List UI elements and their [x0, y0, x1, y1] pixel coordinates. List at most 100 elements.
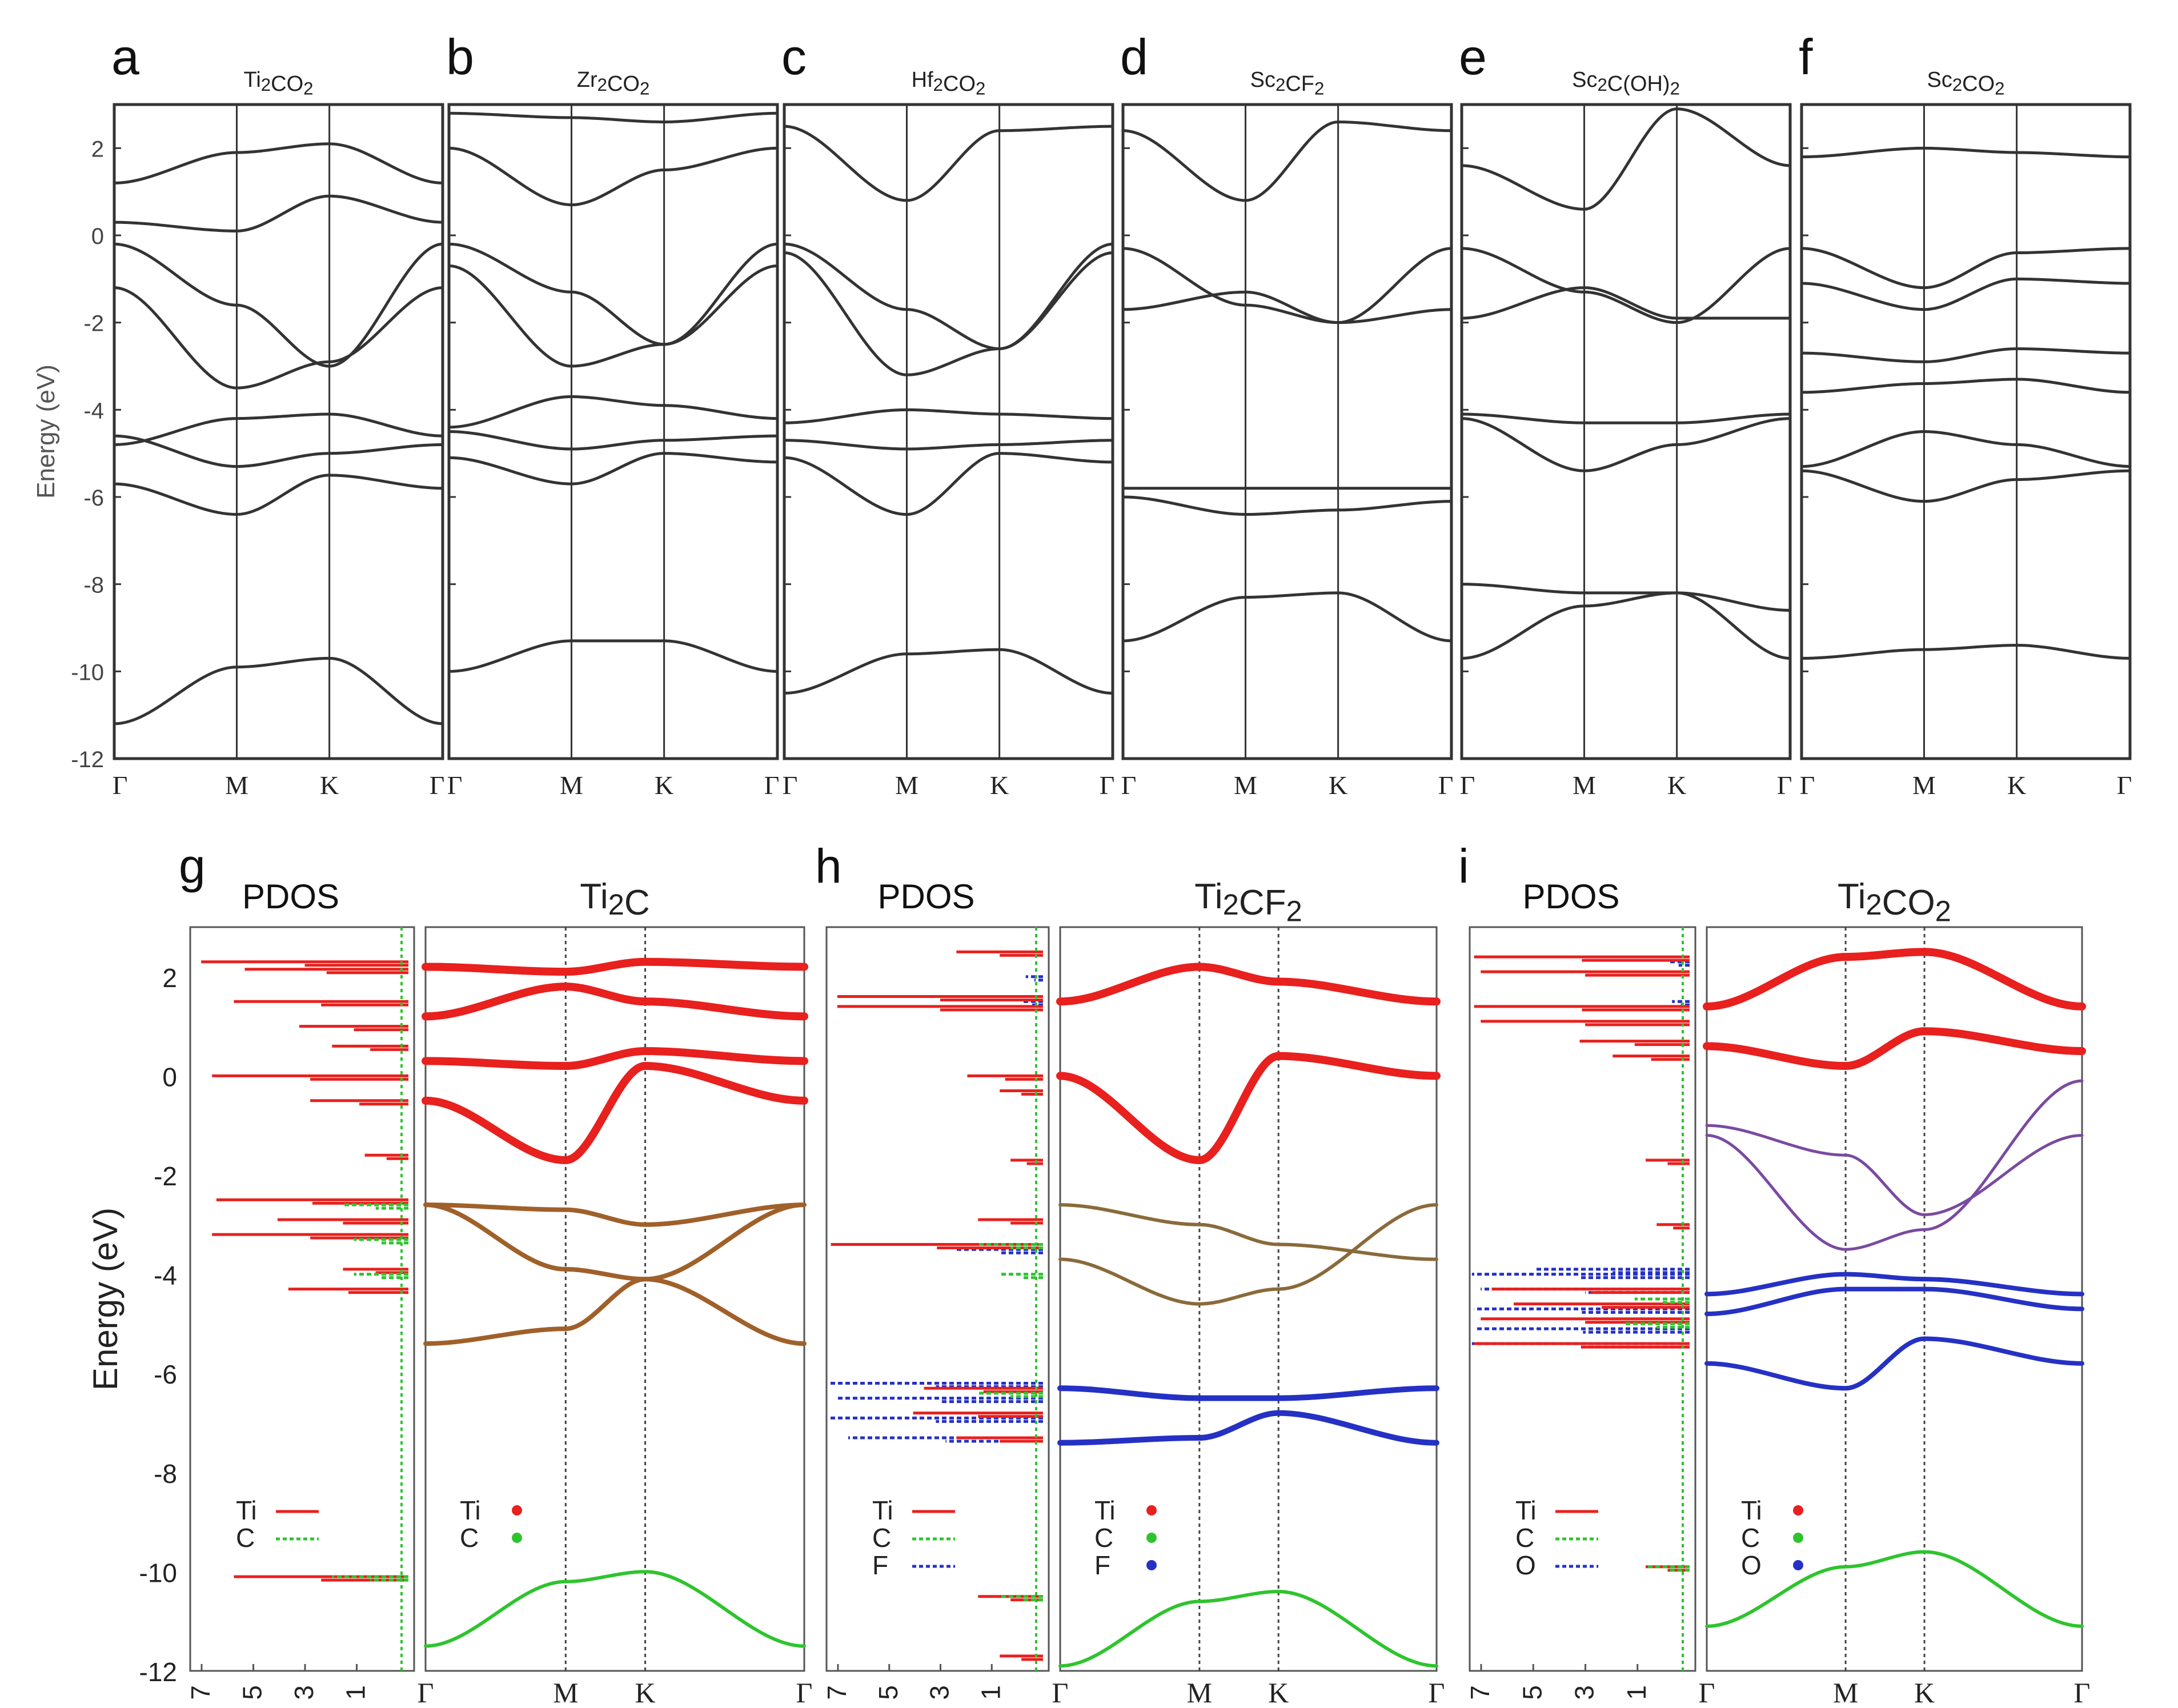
band-line — [448, 430, 778, 451]
band-line — [1705, 1079, 2084, 1251]
band-line — [784, 408, 1113, 424]
kpoint-label: M — [553, 1677, 578, 1708]
band-line — [423, 1277, 807, 1346]
top-row-ylabel: Energy (eV) — [32, 364, 60, 499]
kpoint-label: M — [1912, 771, 1936, 800]
band-line — [423, 1202, 807, 1227]
kpoint-label: Γ — [796, 1677, 813, 1708]
band-line — [1122, 121, 1452, 202]
panel-title: Sc2C(OH)2 — [1572, 68, 1680, 99]
kpoint-label: K — [655, 771, 673, 800]
kpoint-label: Γ — [447, 771, 463, 800]
band-line — [1703, 948, 2086, 1011]
pdos-xtick-label: 7 — [1465, 1685, 1495, 1700]
panel-title: Sc2CF2 — [1250, 68, 1325, 99]
kpoint-label: K — [635, 1677, 655, 1708]
top-row-ytick-label: -6 — [83, 486, 104, 511]
band-line — [1801, 469, 2131, 503]
pdos-legend-label: C — [236, 1523, 255, 1553]
band-panel-a: a Ti2CO2 Γ M K Γ — [111, 29, 444, 800]
kpoint-label: K — [1268, 1677, 1289, 1708]
kpoint-label: M — [1234, 771, 1257, 800]
band-line — [1801, 378, 2131, 394]
band-line — [1801, 146, 2131, 159]
band-legend-dot — [1793, 1560, 1803, 1570]
band-line — [1801, 644, 2131, 660]
pdos-legend-label: Ti — [872, 1495, 893, 1525]
band-line — [1057, 1410, 1439, 1446]
band-line — [1703, 1027, 2086, 1070]
band-line — [114, 474, 443, 516]
pdos-xtick-label: 1 — [341, 1685, 371, 1700]
pdos-xtick-label: 1 — [976, 1685, 1005, 1700]
band-line — [422, 1062, 808, 1164]
pdos-title: PDOS — [242, 877, 339, 916]
band-line — [1057, 1385, 1439, 1401]
band-line — [423, 1202, 807, 1282]
pdos-legend-label: C — [872, 1523, 891, 1553]
kpoint-label: Γ — [783, 771, 798, 800]
pdos-c-spikes — [332, 1203, 408, 1582]
kpoint-label: Γ — [418, 1677, 434, 1708]
top-row-ytick-label: -10 — [71, 660, 104, 685]
panel-letter: e — [1459, 29, 1487, 85]
band-line — [448, 146, 778, 207]
band-title: Ti2CO2 — [1838, 877, 1951, 927]
kpoint-label: M — [1187, 1677, 1212, 1708]
bottom-row-panels: Energy (eV) 2 0 -2 -4 -6 -8 -10 -12 g PDOS Ti2C 7 5 3 1… — [86, 839, 2090, 1708]
panel-frame — [113, 103, 444, 760]
kpoint-label: Γ — [1699, 1677, 1715, 1708]
band-line — [1122, 591, 1452, 643]
band-line — [114, 142, 443, 185]
kpoint-label: Γ — [1777, 771, 1792, 800]
panel-frame — [1460, 103, 1792, 760]
top-row-panels: Energy (eV) 2 0 -2 -4 -6 -8 -10 -12 a Ti2CO2 Γ M K Γb Z… — [32, 29, 2132, 800]
band-line — [1801, 430, 2131, 468]
top-row-ytick-label: 2 — [91, 137, 104, 162]
band-line — [1461, 412, 1791, 424]
panel-letter: h — [815, 839, 842, 893]
band-line — [114, 656, 443, 725]
band-line — [784, 439, 1113, 451]
band-legend-label: Ti — [1094, 1495, 1116, 1525]
kpoint-label: Γ — [2074, 1677, 2091, 1708]
pdos-legend-label: C — [1515, 1523, 1534, 1553]
pdos-ti-spikes — [831, 950, 1043, 1661]
band-legend-label: C — [1741, 1523, 1760, 1553]
bottom-row-ytick-label: -12 — [139, 1657, 177, 1687]
band-legend-label: C — [460, 1523, 479, 1553]
panel-letter: d — [1120, 29, 1148, 85]
kpoint-label: Γ — [764, 771, 780, 800]
kpoint-label: K — [1329, 771, 1347, 800]
band-legend-label: Ti — [1741, 1495, 1762, 1525]
band-line — [1801, 247, 2131, 290]
kpoint-label: Γ — [1800, 771, 1815, 800]
band-line — [114, 412, 443, 446]
panel-letter: i — [1458, 839, 1469, 893]
top-row-ytick-label: 0 — [91, 224, 104, 249]
kpoint-label: Γ — [1429, 1677, 1445, 1708]
kpoint-label: M — [1833, 1677, 1858, 1708]
band-line — [784, 648, 1113, 695]
panel-frame — [1121, 103, 1453, 760]
pdos-xtick-label: 5 — [1517, 1685, 1547, 1700]
band-panel-c: c Hf2CO2 Γ M K Γ — [781, 29, 1114, 800]
pdos-title: PDOS — [877, 877, 974, 916]
band-line — [1122, 247, 1452, 324]
panel-title: Ti2CO2 — [244, 68, 314, 99]
kpoint-label: M — [895, 771, 918, 800]
band-line — [1704, 1272, 2084, 1297]
band-line — [422, 983, 808, 1021]
panel-letter: f — [1799, 29, 1813, 85]
panel-title: Sc2CO2 — [1927, 68, 2004, 99]
kpoint-label: K — [1667, 771, 1686, 800]
top-row-ytick-label: -2 — [83, 311, 104, 336]
band-line — [1056, 1052, 1441, 1164]
pdos-legend-label: Ti — [1515, 1495, 1537, 1525]
pdos-xtick-label: 3 — [289, 1685, 319, 1700]
kpoint-label: Γ — [1438, 771, 1454, 800]
band-line — [1058, 1203, 1438, 1261]
panel-title: Hf2CO2 — [912, 68, 986, 99]
